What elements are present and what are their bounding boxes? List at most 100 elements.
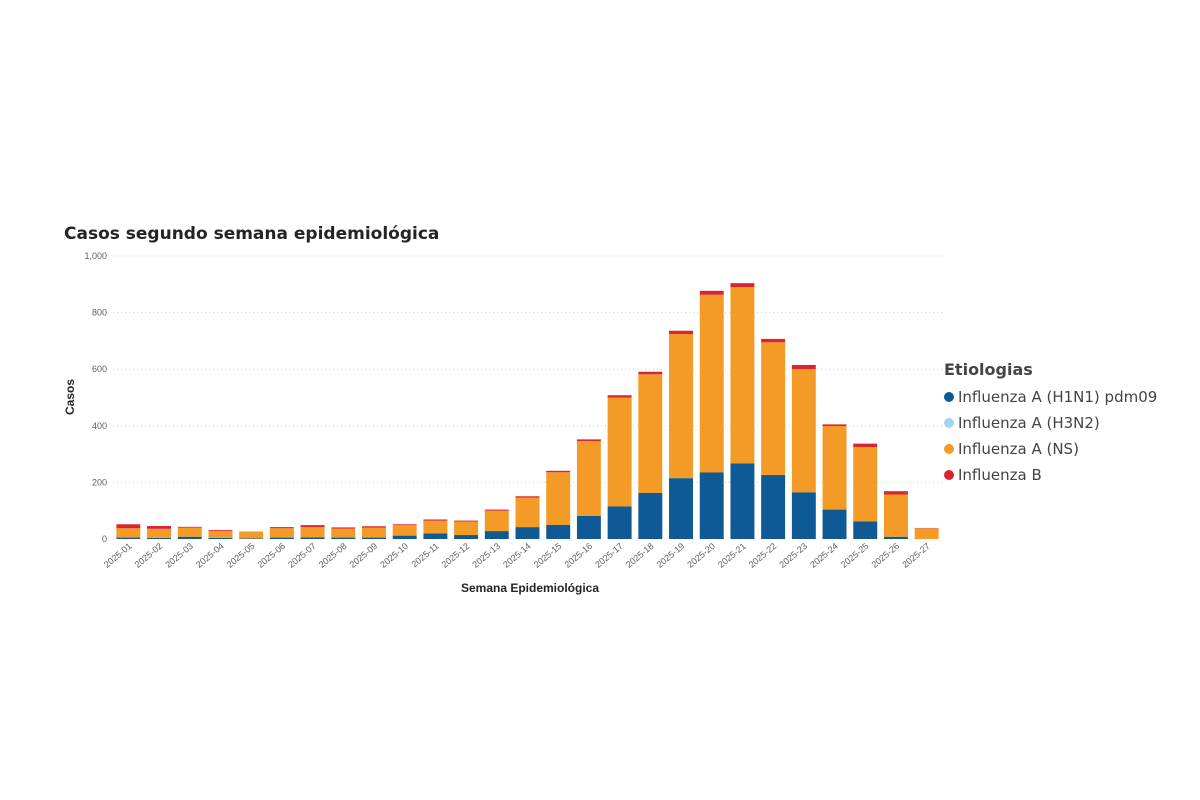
x-tick-label: 2025-03 [163,541,195,570]
x-axis-label: Semana Epidemiológica [461,581,599,595]
bar-segment [208,530,233,538]
legend-swatch [944,444,954,454]
bar-segment [669,478,693,539]
bar-segment [239,538,264,539]
bar-segment [116,537,141,539]
bar-segment [730,283,755,288]
bar-segment [515,496,540,498]
bar-segment [822,509,847,539]
x-tick-label: 2025-16 [562,541,594,570]
bar-segment [362,527,386,538]
bar-segment [822,426,847,510]
y-axis-label: Casos [63,379,77,415]
x-tick-label: 2025-20 [685,541,717,570]
bar-segment [699,290,724,295]
bar-segment [576,515,601,539]
bar-segment [638,371,663,375]
bar-segment [576,441,601,516]
legend-items: Influenza A (H1N1) pdm09 Influenza A (H3N… [944,384,1157,488]
bar-segment [423,533,448,539]
legend-item[interactable]: Influenza B [944,462,1157,488]
bar-segment [423,520,448,534]
bar-segment [883,491,908,495]
x-tick-label: 2025-06 [255,541,287,570]
bar-segment [269,537,294,539]
bar-segment [484,531,509,539]
x-tick-label: 2025-14 [501,541,533,570]
legend-item[interactable]: Influenza A (NS) [944,436,1157,462]
bar-segment [791,369,816,493]
bar-segment [576,439,601,442]
gridlines [113,255,942,483]
y-tick-label: 400 [92,421,107,431]
bar-segment [454,521,479,536]
bar-segment [454,535,479,539]
bars [116,283,939,539]
bar-segment [761,342,786,476]
y-tick-label: 800 [92,308,107,318]
y-tick-label: 200 [92,477,107,487]
bar-segment [423,519,448,521]
bar-segment [269,528,294,538]
x-tick-label: 2025-19 [655,541,687,570]
legend-title: Etiologias [944,360,1033,379]
bar-segment [300,527,325,538]
bar-segment [147,537,172,539]
bar-segment [730,463,755,539]
bar-segment [300,537,325,539]
x-tick-label: 2025-17 [593,541,625,570]
bar-segment [669,334,693,479]
bar-segment [546,524,571,539]
bar-segment [484,510,509,532]
bar-segment [177,536,202,539]
bar-segment [239,531,264,539]
bar-segment [914,528,939,539]
legend-swatch [944,418,954,428]
bar-segment [883,536,908,539]
bar-segment [515,527,540,539]
bar-segment [607,506,632,539]
bar-segment [699,294,724,473]
y-axis-ticks: 0 200 400 600 800 1,000 [84,251,107,544]
bar-segment [883,494,908,537]
x-tick-label: 2025-04 [194,541,226,570]
bar-segment [362,537,386,539]
bar-segment [699,472,724,539]
legend-swatch [944,392,954,402]
bar-segment [362,526,386,528]
legend: Etiologias Influenza A (H1N1) pdm09 Influ… [944,360,1157,488]
bar-segment [853,443,878,448]
x-tick-label: 2025-08 [317,541,349,570]
x-tick-label: 2025-21 [716,541,748,570]
legend-label: Influenza A (NS) [958,440,1079,458]
bar-segment [791,364,816,370]
legend-item[interactable]: Influenza A (H3N2) [944,410,1157,436]
bar-segment [331,537,356,539]
x-tick-label: 2025-05 [225,541,257,570]
bar-segment [177,526,202,528]
bar-segment [331,528,356,538]
legend-label: Influenza A (H1N1) pdm09 [958,388,1158,406]
legend-label: Influenza B [958,466,1042,484]
legend-label: Influenza A (H3N2) [958,414,1100,432]
chart-title: Casos segundo semana epidemiológica [64,224,440,244]
bar-segment [546,470,571,473]
legend-item[interactable]: Influenza A (H1N1) pdm09 [944,384,1157,410]
bar-segment [638,492,663,539]
x-tick-label: 2025-26 [869,541,901,570]
bar-segment [331,527,356,529]
x-tick-label: 2025-02 [133,541,165,570]
bar-segment [761,475,786,539]
bar-segment [515,497,540,528]
y-tick-label: 1,000 [84,251,107,261]
bar-segment [853,521,878,539]
bar-segment [484,509,509,511]
bar-segment [116,524,141,529]
x-tick-label: 2025-11 [409,541,440,569]
bar-segment [147,525,172,529]
x-tick-label: 2025-12 [440,541,472,570]
bar-segment [638,374,663,493]
x-tick-label: 2025-10 [378,541,410,570]
bar-segment [791,492,816,539]
